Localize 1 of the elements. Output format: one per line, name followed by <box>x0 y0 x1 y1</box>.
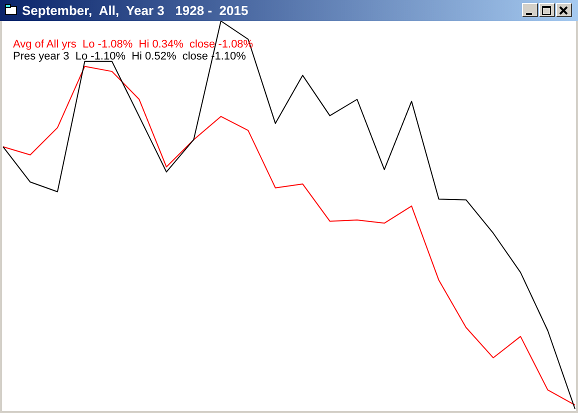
chart-title: September, All, Year 3 1928 - 2015 <box>22 3 248 18</box>
